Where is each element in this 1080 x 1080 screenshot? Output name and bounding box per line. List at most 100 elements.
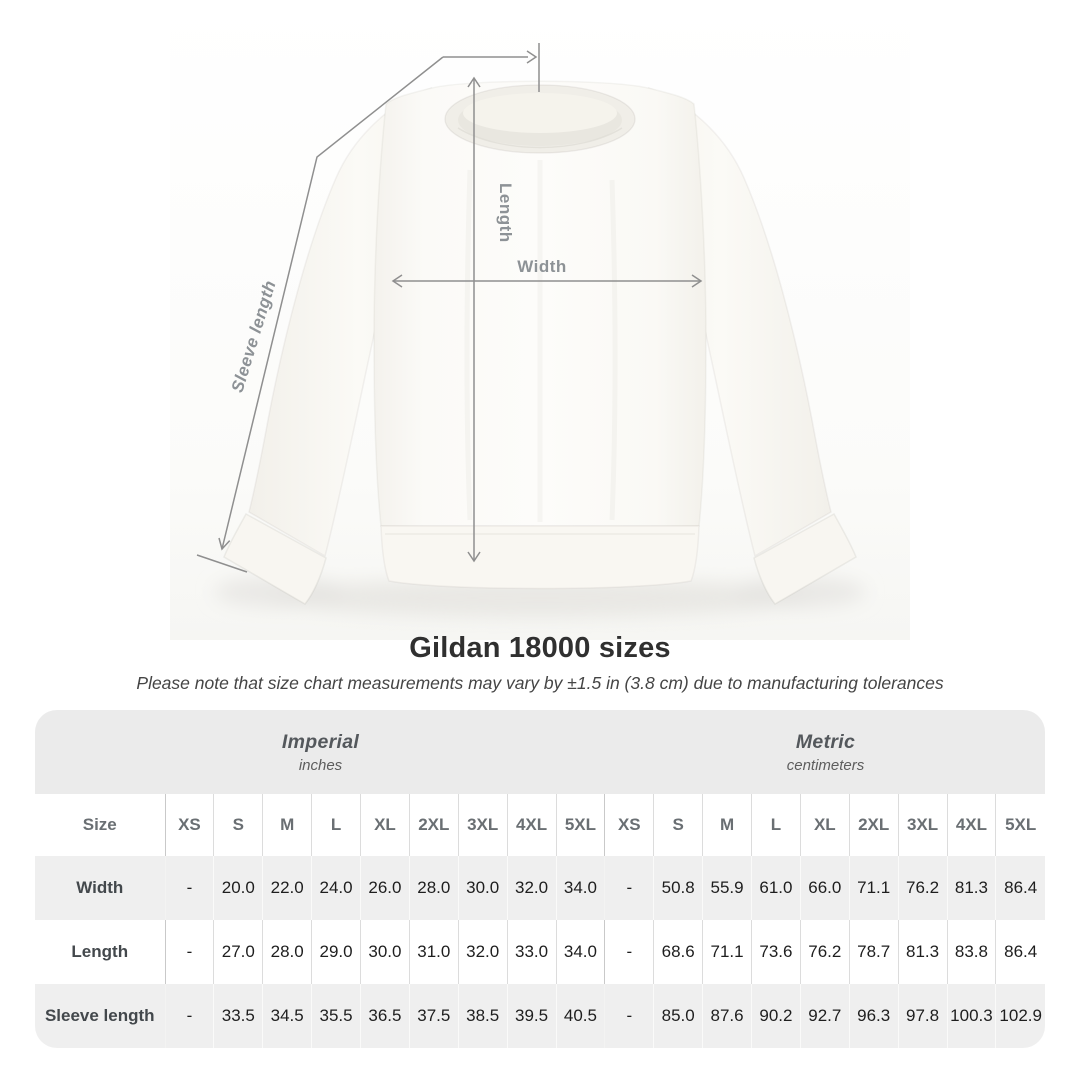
cell: 97.8 [897, 984, 947, 1048]
size-header: Size [82, 815, 117, 834]
tolerance-note: Please note that size chart measurements… [136, 673, 944, 693]
cell: 33.0 [506, 920, 556, 984]
cell: 81.3 [946, 856, 996, 920]
cell: 81.3 [897, 920, 947, 984]
cell: 38.5 [457, 984, 508, 1048]
left-cuff [223, 512, 327, 605]
length-label: Length [496, 183, 515, 243]
sweatshirt-body [373, 80, 707, 527]
table-row-sleeve-length: Sleeve length - 33.5 34.5 35.5 36.5 37.5… [35, 984, 1045, 1048]
unit-section-band: Imperial inches Metric centimeters [35, 710, 1045, 794]
cell: 29.0 [311, 920, 361, 984]
cell: 73.6 [751, 920, 801, 984]
title-block: Gildan 18000 sizes Please note that size… [0, 632, 1080, 694]
cell: 71.1 [702, 920, 752, 984]
metric-section-header: Metric centimeters [606, 710, 1045, 794]
col-header: M [702, 794, 752, 856]
cell: 31.0 [408, 920, 459, 984]
cell: 100.3 [946, 984, 996, 1048]
cell: 66.0 [799, 856, 850, 920]
metric-title: Metric [795, 730, 856, 753]
cell: 92.7 [799, 984, 850, 1048]
sleeve-length-end-tick [196, 554, 248, 573]
cell: 27.0 [213, 920, 263, 984]
col-header: 2XL [408, 794, 459, 856]
cell: 61.0 [751, 856, 801, 920]
waistband [380, 525, 700, 590]
cell: 102.9 [995, 984, 1045, 1048]
page-title: Gildan 18000 sizes [409, 632, 671, 664]
cell: 71.1 [848, 856, 899, 920]
cell: - [604, 984, 654, 1048]
col-header: 3XL [897, 794, 947, 856]
col-header: XL [360, 794, 410, 856]
cell: 28.0 [408, 856, 459, 920]
cell: 36.5 [360, 984, 410, 1048]
cell: 33.5 [213, 984, 263, 1048]
collar [444, 84, 636, 154]
cell: - [164, 984, 214, 1048]
measurement-lines [196, 43, 703, 573]
col-header: 5XL [995, 794, 1045, 856]
col-header: L [311, 794, 361, 856]
col-header: XS [604, 794, 654, 856]
cell: 34.5 [262, 984, 312, 1048]
right-cuff [753, 512, 857, 605]
cell: 90.2 [751, 984, 801, 1048]
fabric-folds [464, 159, 618, 523]
col-header: 5XL [555, 794, 605, 856]
width-label: Width [517, 257, 567, 276]
col-header: 2XL [848, 794, 899, 856]
cell: 30.0 [457, 856, 508, 920]
sweatshirt-diagram: Length Width Sleeve length [170, 0, 910, 640]
col-header: XS [164, 794, 214, 856]
col-header: S [213, 794, 263, 856]
cell: 37.5 [408, 984, 459, 1048]
cell: 34.0 [555, 856, 605, 920]
cell: - [604, 920, 654, 984]
measurements-table: Size XS S M L XL 2XL 3XL 4XL 5XL XS S M … [35, 794, 1045, 1048]
size-table: Imperial inches Metric centimeters Size … [35, 710, 1045, 1048]
cell: 76.2 [897, 856, 947, 920]
cell: 35.5 [311, 984, 361, 1048]
col-header: XL [799, 794, 850, 856]
cell: 87.6 [702, 984, 752, 1048]
cell: 50.8 [653, 856, 703, 920]
metric-unit: centimeters [786, 756, 865, 774]
cell: 86.4 [995, 856, 1045, 920]
col-header: 3XL [457, 794, 508, 856]
cell: 68.6 [653, 920, 703, 984]
sweatshirt-photo: Length Width Sleeve length [170, 0, 910, 640]
cell: 86.4 [995, 920, 1045, 984]
cell: 39.5 [506, 984, 556, 1048]
cell: 32.0 [457, 920, 508, 984]
cell: 26.0 [360, 856, 410, 920]
size-header-row: Size XS S M L XL 2XL 3XL 4XL 5XL XS S M … [35, 794, 1045, 856]
cell: 83.8 [946, 920, 996, 984]
cell: - [164, 920, 214, 984]
imperial-section-header: Imperial inches [35, 710, 606, 794]
row-label: Width [76, 878, 124, 897]
cell: 85.0 [653, 984, 703, 1048]
col-header: L [751, 794, 801, 856]
imperial-title: Imperial [281, 730, 360, 753]
cell: 20.0 [213, 856, 263, 920]
imperial-unit: inches [298, 756, 343, 774]
row-label: Length [71, 942, 129, 961]
cell: 34.0 [555, 920, 605, 984]
col-header: 4XL [946, 794, 996, 856]
cell: 32.0 [506, 856, 556, 920]
sleeve-length-arrow [221, 56, 444, 550]
row-label: Sleeve length [44, 1006, 155, 1025]
cell: 40.5 [555, 984, 605, 1048]
cell: 24.0 [311, 856, 361, 920]
col-header: 4XL [506, 794, 556, 856]
cell: 76.2 [799, 920, 850, 984]
cell: 96.3 [848, 984, 899, 1048]
cell: 30.0 [360, 920, 410, 984]
cell: 28.0 [262, 920, 312, 984]
cell: - [164, 856, 214, 920]
table-row-width: Width - 20.0 22.0 24.0 26.0 28.0 30.0 32… [35, 856, 1045, 920]
cell: 55.9 [702, 856, 752, 920]
col-header: M [262, 794, 312, 856]
